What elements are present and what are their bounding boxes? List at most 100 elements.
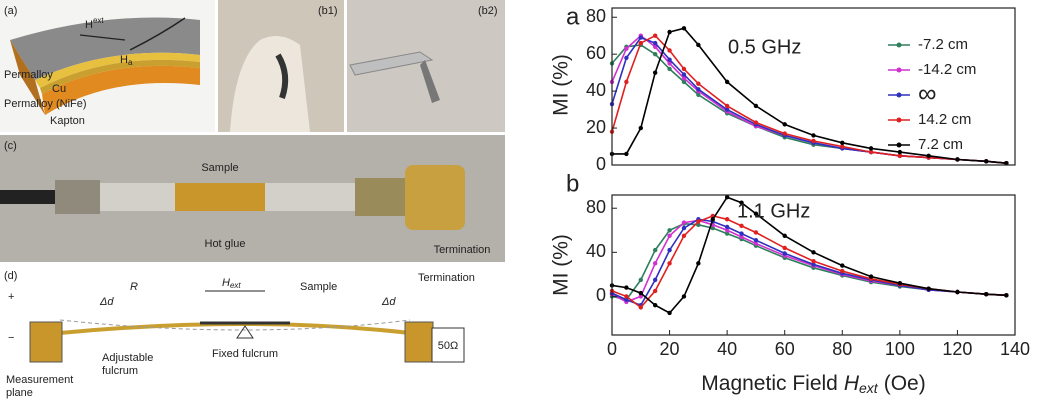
point xyxy=(681,75,687,81)
h-ext: Hext xyxy=(85,16,104,31)
x-tick-label: 100 xyxy=(885,339,915,359)
point xyxy=(868,274,874,279)
point xyxy=(667,66,672,72)
symbol: H xyxy=(120,54,128,66)
y-tick-label: 0 xyxy=(596,285,606,305)
legend-marker xyxy=(896,42,902,48)
point xyxy=(926,286,931,291)
panel-label: (a) xyxy=(4,5,17,17)
y-tick-label: 80 xyxy=(586,6,606,26)
label: Hext xyxy=(222,277,241,290)
point xyxy=(681,294,687,299)
point xyxy=(624,55,629,61)
glove xyxy=(230,36,310,132)
legend-marker xyxy=(896,142,902,148)
point xyxy=(638,40,643,46)
point xyxy=(811,133,816,138)
sample xyxy=(175,183,265,211)
point xyxy=(840,140,845,146)
point xyxy=(724,217,730,222)
point xyxy=(753,237,759,243)
sample-strip xyxy=(275,53,289,99)
panel-label: (c) xyxy=(4,140,17,152)
point xyxy=(638,305,643,310)
y-tick-label: 60 xyxy=(586,43,606,63)
label: Measurement xyxy=(6,374,73,386)
subscript: ext xyxy=(93,16,104,25)
label: Termination xyxy=(434,244,491,256)
label: 50Ω xyxy=(438,340,458,352)
point xyxy=(624,285,629,290)
legend-label: ∞ xyxy=(918,78,937,108)
series-line xyxy=(611,34,1007,164)
point xyxy=(667,247,672,253)
layer-label: Cu xyxy=(52,83,66,95)
point xyxy=(724,103,730,109)
y-tick-label: 20 xyxy=(586,117,606,137)
point xyxy=(739,200,744,205)
point xyxy=(897,149,903,155)
point xyxy=(667,233,672,238)
point xyxy=(681,225,687,231)
layer-label: Kapton xyxy=(50,115,85,127)
point xyxy=(811,250,816,255)
legend-label: 14.2 cm xyxy=(918,111,971,128)
point xyxy=(624,151,629,157)
point xyxy=(681,220,687,225)
label: R xyxy=(130,281,138,293)
plot-frame xyxy=(611,194,1016,336)
label: Sample xyxy=(300,281,337,293)
point xyxy=(638,125,643,131)
x-axis-label-text: Magnetic Field xyxy=(701,372,838,395)
tweezers xyxy=(349,51,434,76)
point xyxy=(753,230,759,235)
x-axis-label-unit: (Oe) xyxy=(884,372,926,395)
layer-top xyxy=(10,17,200,80)
point xyxy=(739,234,744,240)
point xyxy=(696,92,701,98)
subscript: a xyxy=(128,58,133,67)
legend-label: -14.2 cm xyxy=(918,61,976,78)
point xyxy=(782,245,787,251)
point xyxy=(652,70,658,75)
point xyxy=(984,292,989,297)
point xyxy=(897,280,903,286)
x-tick-label: 60 xyxy=(775,339,795,359)
point xyxy=(724,195,730,200)
label: Δd xyxy=(381,296,396,308)
x-axis-label: Magnetic Field Hext (Oe) xyxy=(701,372,925,396)
panel-a: (a) Hext Ha Permalloy Cu Permalloy (NiFe… xyxy=(0,0,215,132)
x-tick-label: 80 xyxy=(832,339,852,359)
point xyxy=(739,231,744,236)
point xyxy=(782,122,787,127)
panel-label: a xyxy=(566,3,580,30)
point xyxy=(652,33,658,38)
legend-marker xyxy=(896,67,902,73)
point xyxy=(782,251,787,256)
point xyxy=(739,223,744,229)
x-tick-label: 0 xyxy=(607,339,617,359)
layer-nife xyxy=(40,59,200,94)
point xyxy=(652,277,658,283)
y-axis-label: MI (%) xyxy=(550,234,573,296)
point xyxy=(724,231,730,236)
point xyxy=(667,61,672,66)
point xyxy=(1004,160,1009,166)
point xyxy=(624,79,629,85)
point xyxy=(868,146,874,151)
point xyxy=(624,294,629,299)
layer-edge xyxy=(10,40,45,115)
arrow xyxy=(129,17,186,51)
point xyxy=(753,211,759,216)
point xyxy=(897,153,903,158)
point xyxy=(652,247,658,253)
series-line xyxy=(611,196,1007,315)
panel-c: (c) Sample Hot glue Termination xyxy=(0,135,505,262)
point xyxy=(652,261,658,266)
point xyxy=(696,42,701,48)
panel-b2: (b2) xyxy=(347,0,505,132)
x-axis-label-subscript: ext xyxy=(859,380,879,396)
connector xyxy=(29,321,63,363)
point xyxy=(868,149,874,155)
